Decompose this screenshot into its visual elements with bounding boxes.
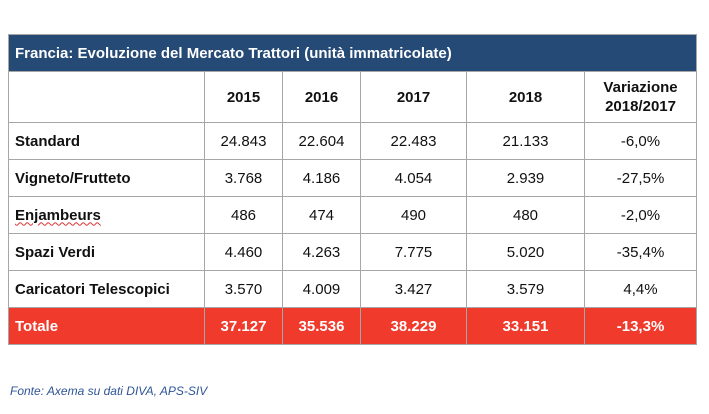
total-variation: -13,3% — [583, 307, 698, 345]
table-title-row: Francia: Evoluzione del Mercato Trattori… — [7, 34, 698, 72]
cell-2016: 4.263 — [282, 233, 361, 271]
header-corner-cell — [8, 71, 205, 123]
cell-2017: 3.427 — [360, 270, 467, 308]
table-row: Caricatori Telescopici 3.570 4.009 3.427… — [8, 270, 698, 308]
total-2016: 35.536 — [282, 307, 361, 345]
total-label: Totale — [8, 307, 205, 345]
header-variation: Variazione 2018/2017 — [583, 71, 698, 123]
total-2018: 33.151 — [466, 307, 585, 345]
cell-2016: 474 — [282, 196, 361, 234]
tractor-market-table: Francia: Evoluzione del Mercato Trattori… — [7, 34, 698, 345]
header-year-2016: 2016 — [282, 71, 361, 123]
row-label: Standard — [8, 122, 205, 160]
table-row: Spazi Verdi 4.460 4.263 7.775 5.020 -35,… — [8, 233, 698, 271]
cell-2016: 4.186 — [282, 159, 361, 197]
table-title: Francia: Evoluzione del Mercato Trattori… — [7, 34, 698, 72]
cell-2015: 3.570 — [204, 270, 283, 308]
header-year-2015: 2015 — [204, 71, 283, 123]
header-variation-line1: Variazione — [603, 79, 678, 96]
cell-variation: -6,0% — [583, 122, 698, 160]
source-note: Fonte: Axema su dati DIVA, APS-SIV — [10, 384, 208, 398]
row-label: Spazi Verdi — [8, 233, 205, 271]
cell-variation: 4,4% — [583, 270, 698, 308]
table-row: Enjambeurs 486 474 490 480 -2,0% — [8, 196, 698, 234]
cell-2017: 490 — [360, 196, 467, 234]
table-row: Standard 24.843 22.604 22.483 21.133 -6,… — [8, 122, 698, 160]
cell-2016: 4.009 — [282, 270, 361, 308]
total-2017: 38.229 — [360, 307, 467, 345]
cell-2015: 24.843 — [204, 122, 283, 160]
cell-2016: 22.604 — [282, 122, 361, 160]
cell-variation: -27,5% — [583, 159, 698, 197]
header-year-2018: 2018 — [466, 71, 585, 123]
cell-2018: 2.939 — [466, 159, 585, 197]
cell-2018: 5.020 — [466, 233, 585, 271]
header-variation-line2: 2018/2017 — [605, 98, 676, 115]
row-label: Vigneto/Frutteto — [8, 159, 205, 197]
cell-2017: 7.775 — [360, 233, 467, 271]
cell-2015: 4.460 — [204, 233, 283, 271]
header-row: 2015 2016 2017 2018 Variazione 2018/2017 — [8, 71, 698, 123]
cell-2015: 3.768 — [204, 159, 283, 197]
cell-2018: 21.133 — [466, 122, 585, 160]
cell-2017: 22.483 — [360, 122, 467, 160]
cell-2017: 4.054 — [360, 159, 467, 197]
row-label: Caricatori Telescopici — [8, 270, 205, 308]
cell-variation: -2,0% — [583, 196, 698, 234]
header-year-2017: 2017 — [360, 71, 467, 123]
cell-2018: 3.579 — [466, 270, 585, 308]
cell-variation: -35,4% — [583, 233, 698, 271]
cell-2018: 480 — [466, 196, 585, 234]
row-label: Enjambeurs — [8, 196, 205, 234]
table-row: Vigneto/Frutteto 3.768 4.186 4.054 2.939… — [8, 159, 698, 197]
total-2015: 37.127 — [204, 307, 283, 345]
row-label-text: Enjambeurs — [15, 206, 101, 224]
cell-2015: 486 — [204, 196, 283, 234]
total-row: Totale 37.127 35.536 38.229 33.151 -13,3… — [8, 307, 698, 345]
